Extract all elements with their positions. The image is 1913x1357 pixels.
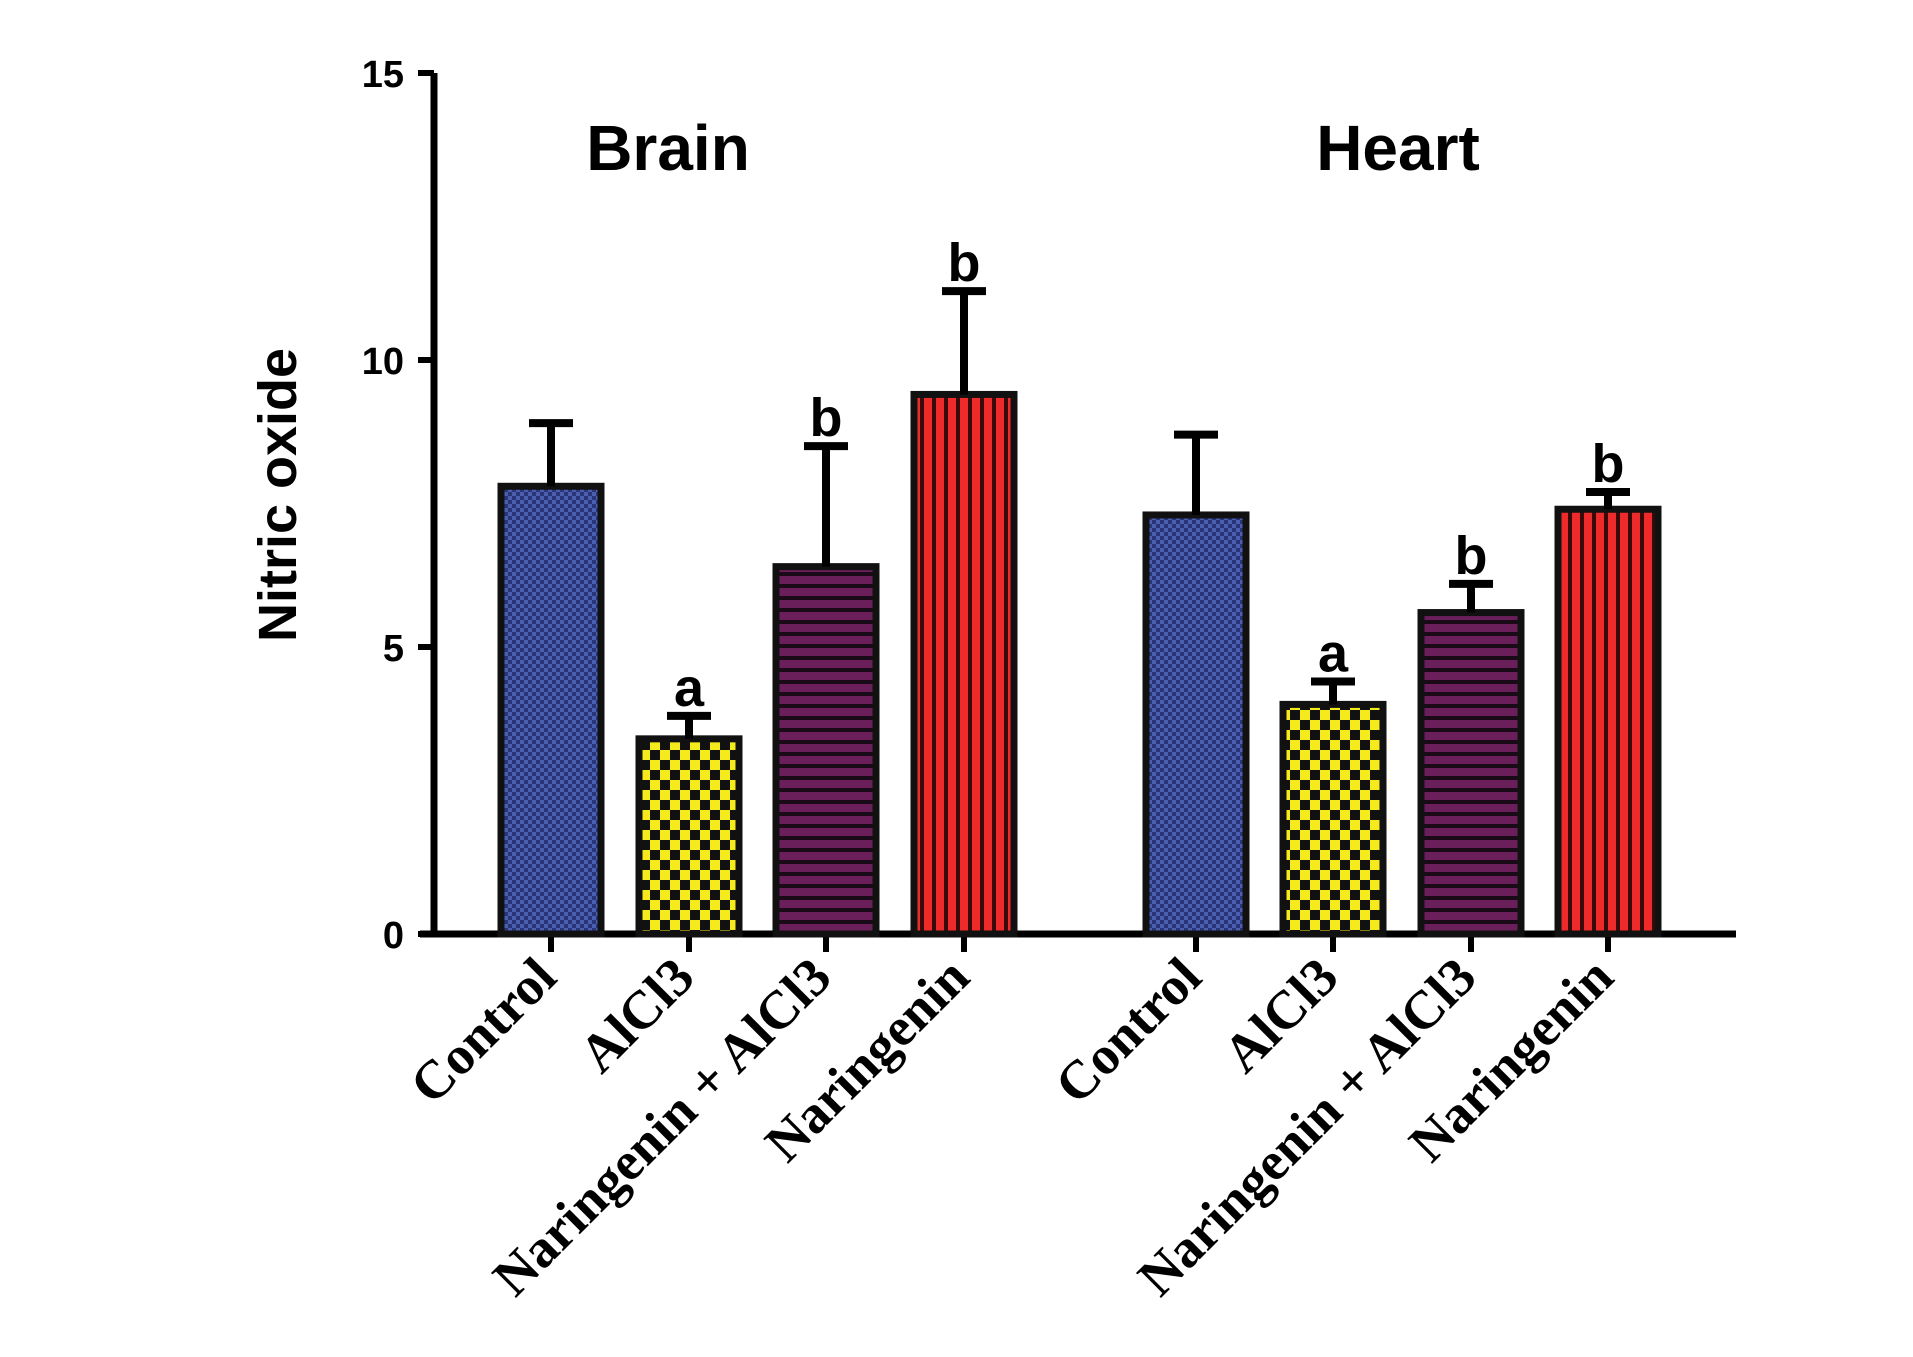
y-tick-label: 10 [362,341,404,383]
y-axis-label: Nitric oxide [248,348,308,642]
group-label: Heart [1316,112,1480,184]
bar [1417,609,1525,938]
bar [635,735,743,938]
axes [420,73,1736,938]
category-label: Control [1043,946,1212,1115]
group-labels: Brain Heart [586,112,1480,184]
bar [1279,700,1387,938]
significance-labels: a b b a b b [674,233,1625,718]
significance-label: a [1318,623,1349,683]
y-tick-label: 5 [383,628,404,670]
y-tick-label: 0 [383,915,404,957]
significance-label: b [810,388,843,448]
significance-label: b [1455,526,1488,586]
y-tick-label: 15 [362,54,404,96]
bar [497,482,605,938]
bar [1142,511,1250,938]
group-label: Brain [586,112,750,184]
bar [1554,505,1662,938]
bar [772,563,880,938]
bars [497,390,1662,938]
error-bars [529,287,1630,739]
significance-label: a [674,658,705,718]
bar [910,390,1018,938]
significance-label: b [948,233,981,293]
significance-label: b [1592,434,1625,494]
category-label: Control [398,946,567,1115]
y-ticks: 0 5 10 15 [362,54,434,957]
